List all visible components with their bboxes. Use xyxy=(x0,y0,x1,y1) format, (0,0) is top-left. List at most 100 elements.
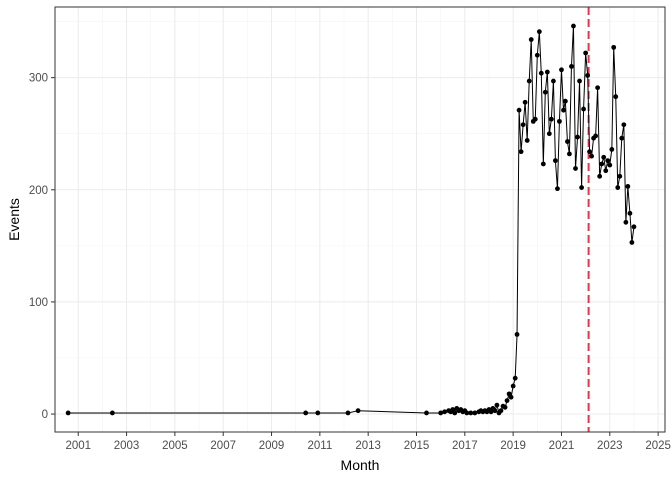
data-point xyxy=(538,70,544,76)
data-point xyxy=(524,138,530,143)
data-point xyxy=(518,149,524,155)
data-point xyxy=(577,78,582,84)
data-point xyxy=(502,404,508,410)
data-point xyxy=(472,410,478,416)
data-point xyxy=(534,52,540,58)
data-point xyxy=(631,224,637,230)
data-point xyxy=(561,107,566,113)
x-tick-label: 2023 xyxy=(597,440,623,452)
data-point xyxy=(508,394,514,400)
x-tick-label: 2011 xyxy=(307,440,332,452)
data-point xyxy=(557,118,562,124)
data-point xyxy=(605,158,611,164)
x-tick-label: 2015 xyxy=(404,440,430,452)
data-point xyxy=(442,409,448,415)
y-axis-title: Events xyxy=(6,198,22,241)
data-points xyxy=(65,23,637,416)
data-point xyxy=(520,122,526,128)
data-point xyxy=(303,410,309,416)
y-tick-label: 300 xyxy=(29,73,48,85)
data-point xyxy=(452,410,458,416)
data-point xyxy=(623,219,629,225)
data-point xyxy=(504,398,510,403)
data-point xyxy=(571,23,576,29)
data-point xyxy=(516,107,522,113)
data-point xyxy=(567,151,572,157)
data-point xyxy=(345,410,351,416)
y-axis-ticks: 0 100 200 300 xyxy=(29,73,55,421)
data-point xyxy=(575,134,580,140)
data-point xyxy=(565,139,570,144)
x-tick-label: 2019 xyxy=(500,440,526,452)
data-point xyxy=(464,410,470,416)
data-point xyxy=(621,122,627,128)
data-point xyxy=(492,408,498,414)
data-point xyxy=(65,410,71,416)
data-point xyxy=(468,410,474,416)
data-point xyxy=(532,116,538,122)
data-point xyxy=(629,240,635,245)
data-point xyxy=(528,37,534,42)
data-point xyxy=(581,106,586,112)
data-point xyxy=(589,153,594,159)
data-point xyxy=(514,332,520,337)
x-tick-label: 2017 xyxy=(452,440,478,452)
data-point xyxy=(607,162,613,168)
x-tick-label: 2009 xyxy=(259,440,285,452)
data-point xyxy=(579,185,584,190)
y-tick-label: 0 xyxy=(42,409,48,421)
panel-border xyxy=(54,6,666,433)
data-point xyxy=(355,408,361,414)
data-point xyxy=(555,186,560,192)
data-point xyxy=(109,410,115,416)
data-point xyxy=(627,210,633,216)
y-tick-label: 200 xyxy=(29,185,48,197)
data-point xyxy=(611,44,617,50)
data-point xyxy=(615,185,621,190)
data-point xyxy=(587,149,592,155)
x-tick-label: 2013 xyxy=(355,440,381,452)
data-point xyxy=(597,173,603,179)
x-tick-label: 2025 xyxy=(645,440,671,452)
data-point xyxy=(315,410,321,416)
data-point xyxy=(438,410,444,416)
x-tick-label: 2005 xyxy=(162,440,188,452)
data-point xyxy=(512,375,518,381)
data-point xyxy=(546,131,552,137)
data-point xyxy=(625,184,631,189)
major-gridlines xyxy=(55,7,665,432)
data-point xyxy=(583,50,589,56)
x-tick-label: 2001 xyxy=(65,440,91,452)
data-point xyxy=(526,78,532,84)
x-tick-label: 2003 xyxy=(114,440,140,452)
data-point xyxy=(424,410,429,416)
data-point xyxy=(609,147,615,152)
data-point xyxy=(540,161,546,167)
data-point xyxy=(551,78,556,84)
data-point xyxy=(536,29,542,35)
x-tick-label: 2021 xyxy=(549,440,575,452)
data-point xyxy=(510,383,516,389)
data-point xyxy=(573,166,578,171)
data-point xyxy=(562,98,568,104)
data-point xyxy=(619,135,625,141)
data-point xyxy=(603,168,609,174)
data-point xyxy=(599,161,605,167)
data-point xyxy=(553,158,558,164)
data-point xyxy=(548,116,554,122)
data-point xyxy=(585,73,591,78)
data-point xyxy=(544,69,550,75)
data-point xyxy=(601,154,607,160)
data-point xyxy=(595,85,601,91)
data-point xyxy=(559,67,564,73)
data-point xyxy=(613,94,619,100)
x-axis-ticks: 2001 2003 2005 2007 2009 2011 2013 2015 2017 2019… xyxy=(65,432,671,452)
x-tick-label: 2007 xyxy=(210,440,236,452)
data-point xyxy=(522,99,528,105)
x-axis-title: Month xyxy=(341,457,380,473)
data-point xyxy=(494,402,500,408)
data-point xyxy=(569,64,574,69)
y-tick-label: 100 xyxy=(29,297,48,309)
